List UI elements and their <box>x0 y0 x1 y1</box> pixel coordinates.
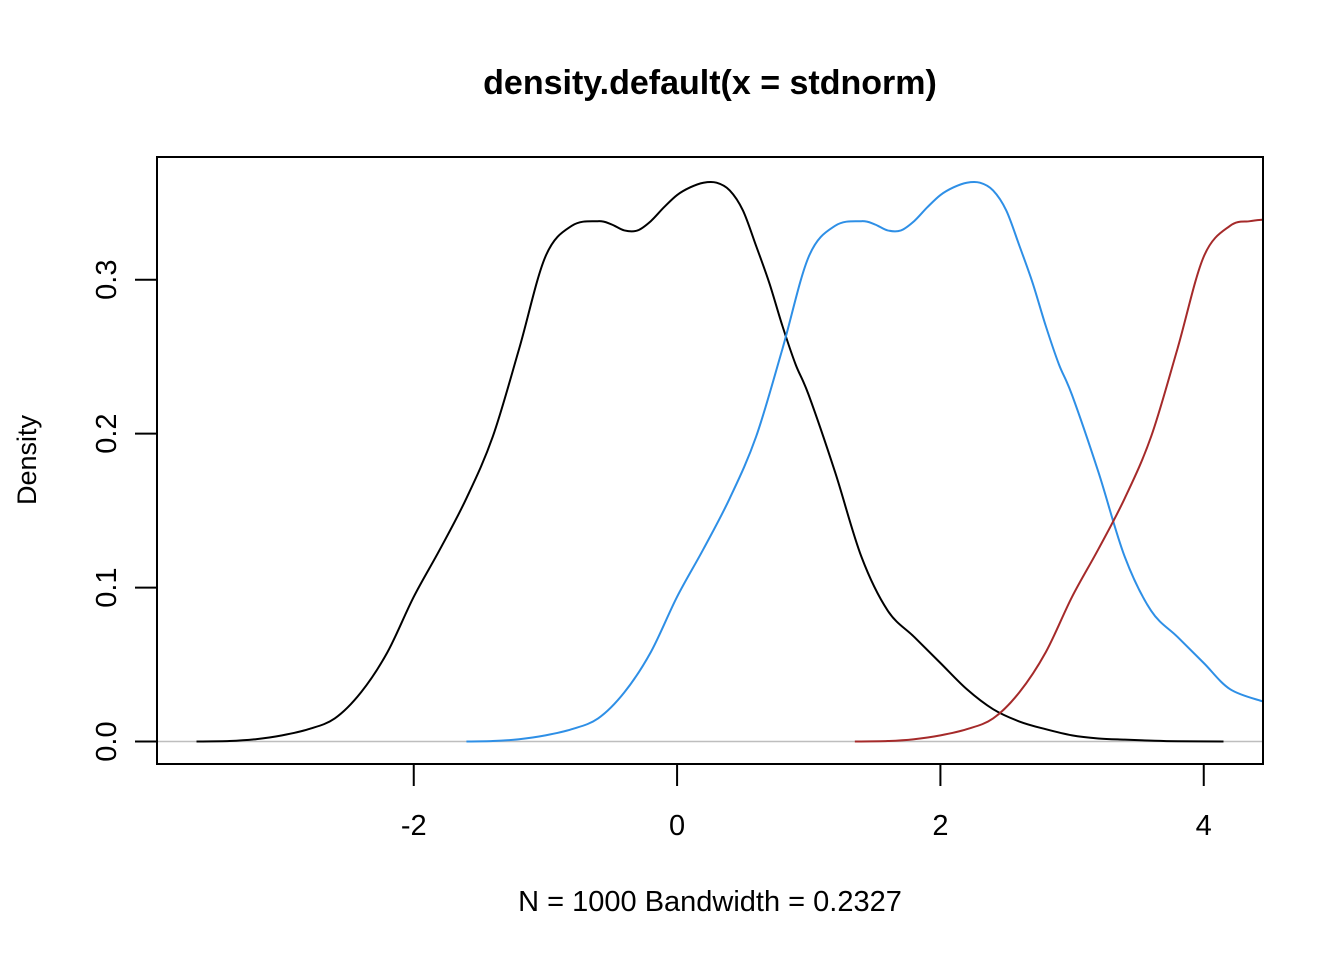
density-line-1 <box>196 180 1224 743</box>
plot-box <box>156 156 1264 765</box>
y-axis: 0.0 0.1 0.2 0.3 <box>91 260 158 762</box>
y-axis-label: Density <box>12 414 42 505</box>
density-line-2 <box>466 180 1263 743</box>
y-tick-label: 0.0 <box>91 721 123 761</box>
y-tick-label: 0.3 <box>91 260 123 300</box>
x-tick-label: 4 <box>1196 810 1212 842</box>
y-tick-label: 0.2 <box>91 413 123 453</box>
density-line-3 <box>854 218 1263 743</box>
x-tick-label: 2 <box>932 810 948 842</box>
density-curves <box>157 180 1263 743</box>
x-tick-label: -2 <box>401 810 427 842</box>
x-axis: -2 0 2 4 <box>401 763 1212 842</box>
chart-title: density.default(x = stdnorm) <box>483 64 937 102</box>
x-axis-label: N = 1000 Bandwidth = 0.2327 <box>518 886 902 918</box>
x-tick-label: 0 <box>669 810 685 842</box>
y-tick-label: 0.1 <box>91 567 123 607</box>
